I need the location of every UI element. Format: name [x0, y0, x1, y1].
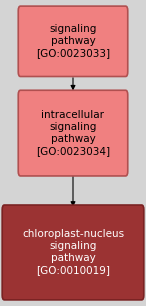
Text: signaling
pathway
[GO:0023033]: signaling pathway [GO:0023033]: [36, 24, 110, 58]
FancyBboxPatch shape: [18, 90, 128, 176]
Text: chloroplast-nucleus
signaling
pathway
[GO:0010019]: chloroplast-nucleus signaling pathway [G…: [22, 230, 124, 275]
Text: intracellular
signaling
pathway
[GO:0023034]: intracellular signaling pathway [GO:0023…: [36, 110, 110, 156]
FancyBboxPatch shape: [18, 6, 128, 77]
FancyBboxPatch shape: [2, 205, 144, 300]
